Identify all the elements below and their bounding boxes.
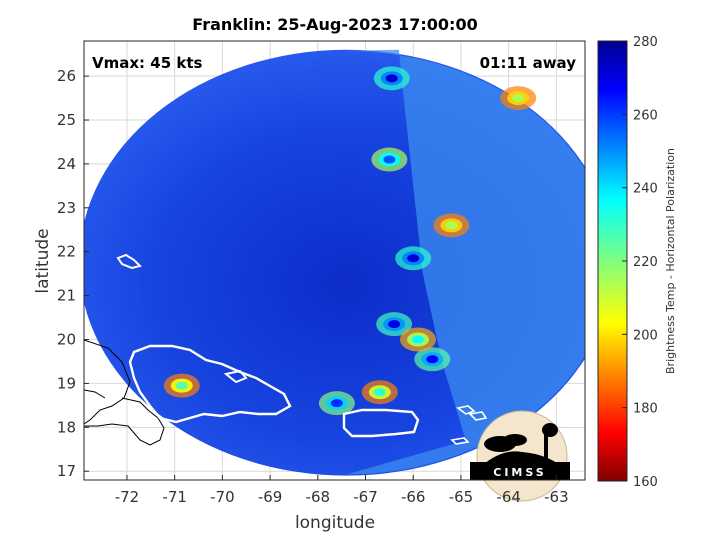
y-tick-label: 19: [57, 374, 76, 392]
colorbar-tick-label: 200: [633, 328, 658, 343]
colorbar-tick-label: 260: [633, 108, 658, 123]
coastline-islets-east: [450, 405, 488, 445]
coastlines: [84, 253, 488, 446]
cimss-logo: CIMSS: [470, 410, 570, 502]
y-tick-label: 22: [57, 243, 76, 261]
y-tick-label: 25: [57, 111, 76, 129]
x-tick-label: -65: [449, 488, 474, 506]
storm-cell: [385, 74, 398, 83]
coastline-hispaniola-west: [84, 339, 165, 446]
colorbar-tick-label: 160: [633, 475, 658, 490]
storm-cell: [426, 355, 439, 364]
storm-cell: [175, 381, 188, 390]
colorbar-tick-label: 240: [633, 182, 658, 197]
y-tick-label: 20: [57, 331, 76, 349]
storm-cell: [383, 155, 396, 164]
storm-cell: [388, 320, 401, 329]
y-tick-label: 18: [57, 418, 76, 436]
x-tick-label: -63: [544, 488, 569, 506]
x-tick-label: -69: [258, 488, 283, 506]
logo-text: CIMSS: [493, 466, 546, 479]
x-tick-label: -70: [210, 488, 235, 506]
coastline-puerto-rico: [342, 408, 420, 438]
colorbar-tick-label: 220: [633, 255, 658, 270]
coastline-islet-north: [223, 369, 248, 384]
axis-ticks: -72 -71 -70 -69 -68 -67 -66 -65 -64 -63 17 18 19 20 21…: [57, 67, 569, 506]
x-axis-label: longitude: [295, 513, 375, 533]
coastline-small-island: [116, 253, 142, 270]
storm-cell: [412, 335, 424, 344]
coastline-hispaniola-east: [128, 344, 292, 424]
colorbar-tick-label: 280: [633, 35, 658, 50]
chart-title: Franklin: 25-Aug-2023 17:00:00: [192, 15, 477, 34]
clear-sky-region: [346, 49, 585, 475]
x-tick-label: -72: [115, 488, 140, 506]
y-axis-label: latitude: [33, 228, 53, 293]
x-tick-label: -66: [401, 488, 426, 506]
x-tick-label: -67: [353, 488, 378, 506]
storm-cell: [445, 221, 458, 230]
x-tick-label: -71: [162, 488, 187, 506]
colorbar-label: Brightness Temp - Horizontal Polarizatio…: [664, 148, 677, 374]
storm-cell: [407, 254, 420, 263]
x-tick-label: -68: [306, 488, 331, 506]
x-tick-label: -64: [496, 488, 521, 506]
y-tick-label: 24: [57, 155, 76, 173]
storm-cell: [373, 388, 386, 397]
y-tick-label: 23: [57, 199, 76, 217]
storm-cells: [163, 66, 537, 416]
axes-frame: [83, 40, 586, 481]
storm-cell: [330, 399, 343, 408]
colorbar-tick-label: 180: [633, 402, 658, 417]
time-away-annotation: 01:11 away: [480, 54, 577, 72]
y-tick-label: 21: [57, 287, 76, 305]
y-tick-label: 17: [57, 462, 76, 480]
colorbar-ticks: 160 180 200 220 240 260 280: [622, 35, 658, 490]
vmax-annotation: Vmax: 45 kts: [92, 54, 202, 72]
storm-cell: [512, 94, 525, 103]
y-tick-label: 26: [57, 67, 76, 85]
